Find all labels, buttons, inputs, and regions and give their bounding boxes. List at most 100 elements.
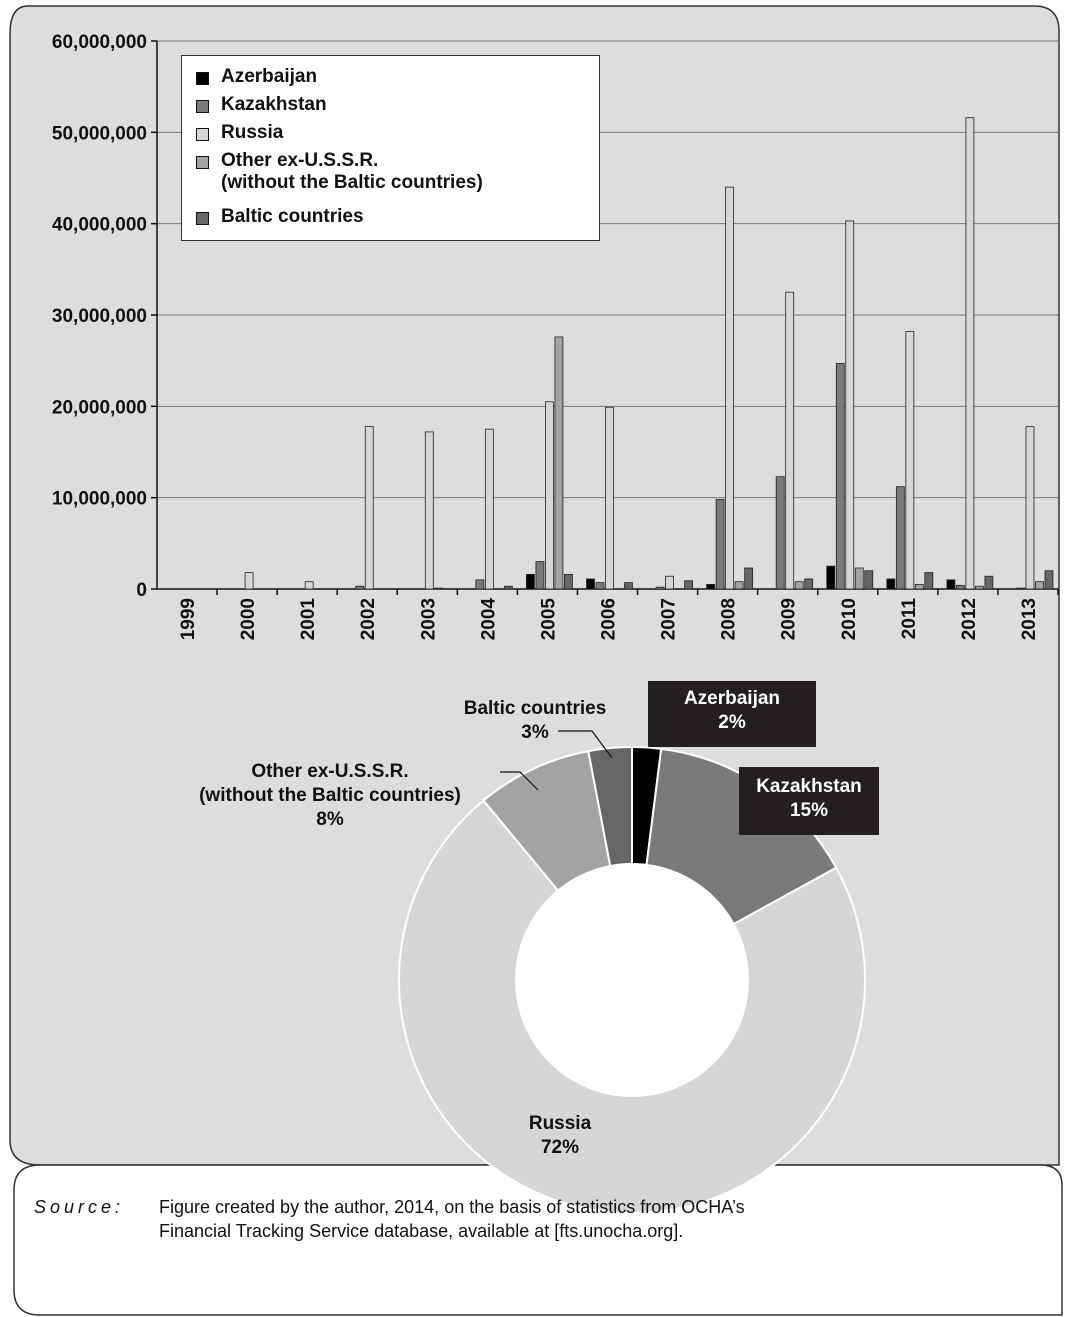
legend-swatch [196, 212, 209, 225]
bar-russia-2002 [364, 426, 374, 590]
legend-item: Other ex-U.S.S.R. (without the Baltic co… [196, 150, 483, 194]
x-tick-label: 1999 [178, 598, 199, 640]
y-tick-label: 30,000,000 [52, 306, 147, 327]
pie-label-kazakhstan: Kazakhstan 15% [739, 767, 879, 835]
leader-line-other-ex-ussr [500, 771, 539, 791]
x-tick-label: 2009 [779, 598, 800, 640]
bar-russia-2008 [725, 186, 735, 590]
x-tick-label: 2008 [719, 598, 740, 640]
x-tick-label: 2000 [238, 598, 259, 640]
bar-other-ex-u-s-s-r--2005 [554, 336, 564, 590]
y-tick-label: 20,000,000 [52, 397, 147, 418]
bar-kazakhstan-2006 [595, 582, 605, 590]
legend-label: Azerbaijan [221, 66, 318, 87]
x-tick-label: 2002 [358, 598, 379, 640]
bar-azerbaijan-2008 [706, 584, 716, 590]
pie-label-other-ex-ussr: Other ex-U.S.S.R. (without the Baltic co… [199, 761, 461, 830]
bar-chart-legend: Azerbaijan Kazakhstan Russia Other ex-U.S.S… [181, 55, 600, 241]
bar-other-ex-u-s-s-r--2009 [794, 581, 804, 590]
bar-kazakhstan-2012 [956, 584, 965, 590]
bar-russia-2006 [605, 406, 614, 590]
bar-baltic-countries-2005 [564, 573, 573, 590]
bar-kazakhstan-2009 [775, 476, 785, 590]
bar-baltic-countries-2007 [684, 580, 693, 590]
bar-kazakhstan-2002 [355, 585, 365, 590]
source-label: Source: [34, 1197, 125, 1217]
bar-baltic-countries-2013 [1044, 570, 1054, 590]
legend-swatch [196, 128, 209, 141]
x-tick-label: 2013 [1019, 598, 1040, 640]
bar-baltic-countries-2006 [624, 582, 633, 590]
x-tick-label: 2012 [959, 598, 980, 640]
bar-russia-2005 [545, 401, 554, 590]
source-text: Figure created by the author, 2014, on t… [159, 1197, 745, 1241]
pie-label-baltic: Baltic countries 3% [463, 698, 607, 743]
donut-hole [515, 863, 749, 1097]
bar-baltic-countries-2004 [503, 585, 513, 590]
x-tick-label: 2003 [418, 598, 439, 640]
y-tick-label: 10,000,000 [52, 489, 147, 510]
bar-russia-2000 [244, 572, 254, 590]
bar-kazakhstan-2004 [475, 579, 485, 590]
pie-label-azerbaijan: Azerbaijan 2% [648, 681, 816, 747]
bar-kazakhstan-2011 [895, 486, 905, 590]
bar-chart: 0 10,000,000 20,000,000 30,000,000 40,000,00… [52, 32, 1059, 641]
legend-item: Azerbaijan [196, 66, 317, 88]
legend-swatch [196, 156, 209, 169]
bar-baltic-countries-2012 [984, 575, 994, 590]
bar-russia-2012 [965, 117, 975, 590]
bar-kazakhstan-2007 [655, 586, 665, 590]
bar-baltic-countries-2009 [804, 578, 814, 590]
legend-item: Baltic countries [196, 206, 364, 228]
leader-line-baltic [558, 730, 613, 759]
x-tick-label: 2007 [659, 598, 680, 640]
bar-kazakhstan-2013 [1016, 587, 1025, 590]
bar-other-ex-u-s-s-r--2012 [975, 585, 984, 590]
bar-azerbaijan-2005 [526, 573, 535, 590]
legend-label: Other ex-U.S.S.R. (without the Baltic co… [221, 150, 483, 193]
x-tick-label: 2001 [298, 598, 319, 641]
x-tick-label: 2011 [899, 598, 920, 640]
legend-label: Kazakhstan [221, 94, 327, 115]
legend-item: Russia [196, 122, 283, 144]
source-note: Source: Figure created by the author, 20… [34, 1195, 1034, 1241]
x-tick-label: 2010 [839, 598, 860, 640]
bar-russia-2007 [665, 575, 674, 590]
bar-russia-2013 [1025, 426, 1035, 590]
bar-azerbaijan-2012 [946, 579, 956, 590]
bar-azerbaijan-2010 [826, 565, 836, 590]
bar-russia-2003 [424, 431, 434, 590]
bar-other-ex-u-s-s-r--2010 [854, 567, 864, 590]
bar-kazakhstan-2008 [715, 499, 725, 590]
y-tick-label: 40,000,000 [52, 215, 147, 236]
bar-baltic-countries-2008 [744, 567, 754, 590]
bar-russia-2009 [785, 291, 795, 590]
legend-label: Russia [221, 122, 284, 143]
bar-other-ex-u-s-s-r--2008 [734, 581, 744, 590]
bar-russia-2011 [905, 331, 915, 590]
bar-baltic-countries-2010 [864, 570, 874, 590]
pie-label-russia: Russia 72% [528, 1113, 592, 1158]
y-tick-label: 60,000,000 [52, 32, 147, 53]
bar-baltic-countries-2011 [924, 572, 934, 590]
bar-russia-2001 [304, 581, 314, 590]
x-tick-label: 2005 [538, 598, 559, 641]
bar-kazakhstan-2005 [535, 561, 545, 590]
legend-swatch [196, 100, 209, 113]
bar-russia-2004 [484, 428, 494, 590]
bar-other-ex-u-s-s-r--2011 [914, 584, 924, 590]
bar-russia-2010 [845, 220, 855, 590]
legend-swatch [196, 72, 209, 85]
y-tick-label: 50,000,000 [52, 123, 147, 144]
source-box [13, 1164, 1063, 1316]
legend-label: Baltic countries [221, 206, 364, 227]
y-tick-label: 0 [136, 580, 147, 601]
x-tick-label: 2004 [478, 598, 499, 641]
bar-azerbaijan-2011 [886, 578, 896, 590]
bar-azerbaijan-2006 [586, 578, 595, 590]
bar-other-ex-u-s-s-r--2003 [434, 587, 444, 590]
bar-kazakhstan-2010 [835, 363, 845, 590]
bar-other-ex-u-s-s-r--2013 [1035, 581, 1044, 590]
legend-item: Kazakhstan [196, 94, 327, 116]
